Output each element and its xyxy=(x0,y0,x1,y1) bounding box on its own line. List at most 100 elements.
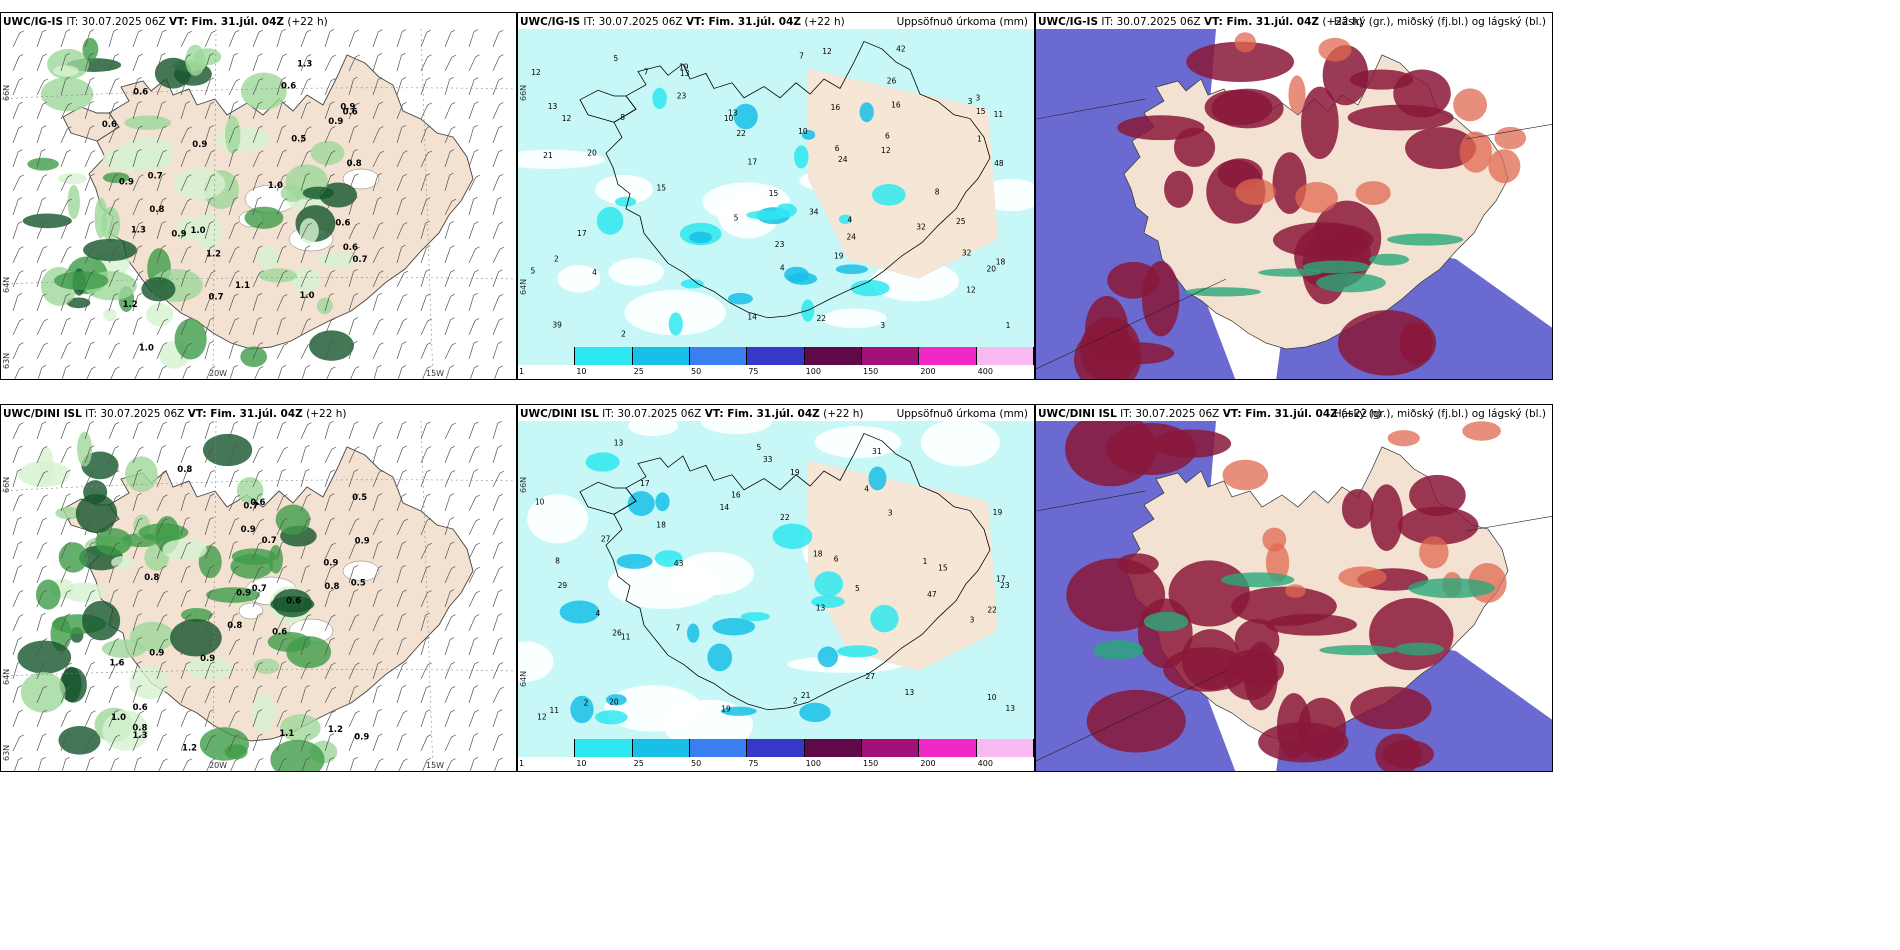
colorbar-swatch xyxy=(632,739,690,757)
precip-total-label: 13 xyxy=(1005,704,1015,713)
precip-value-label: 0.8 xyxy=(144,573,159,583)
precip-total-label: 10 xyxy=(724,114,734,123)
precip-value-label: 0.9 xyxy=(355,536,370,546)
panel-title: UWC/DINI ISL IT: 30.07.2025 06Z VT: Fim.… xyxy=(3,408,347,420)
precip-total-label: 10 xyxy=(987,693,997,702)
panel-dini-wind: UWC/DINI ISL IT: 30.07.2025 06Z VT: Fim.… xyxy=(0,404,517,772)
precip-total-label: 47 xyxy=(927,590,937,599)
colorbar-swatch xyxy=(632,347,690,365)
precip-total-label: 10 xyxy=(535,498,545,507)
lat-label-63: 63N xyxy=(2,744,11,761)
precip-total-label: 2 xyxy=(793,697,798,706)
precip-value-label: 0.8 xyxy=(347,159,362,169)
panel-dini-cloud: UWC/DINI ISL IT: 30.07.2025 06Z VT: Fim.… xyxy=(1035,404,1553,772)
precip-value-label: 1.0 xyxy=(111,713,126,723)
precip-total-label: 20 xyxy=(587,148,597,157)
precip-value-label: 0.9 xyxy=(241,525,256,535)
colorbar-tick: 50 xyxy=(691,367,702,376)
colorbar-tick: 100 xyxy=(805,759,821,768)
precip-value-label: 1.0 xyxy=(299,291,314,301)
precip-value-label: 1.2 xyxy=(123,300,138,310)
precip-map: 7543132219151713181327191081161316171910… xyxy=(518,421,1034,741)
precip-total-label: 48 xyxy=(994,159,1004,168)
precip-value-label: 1.0 xyxy=(190,226,205,236)
cloud-map xyxy=(1036,421,1552,771)
precip-value-label: 1.3 xyxy=(132,731,147,741)
precip-total-label: 13 xyxy=(816,604,826,613)
precip-total-label: 7 xyxy=(675,623,680,632)
precip-value-label: 0.5 xyxy=(291,135,306,145)
precip-total-label: 27 xyxy=(865,672,875,681)
colorbar-swatch xyxy=(862,739,920,757)
precip-total-label: 29 xyxy=(558,581,568,590)
panel-title: UWC/DINI ISL IT: 30.07.2025 06Z VT: Fim.… xyxy=(1038,408,1382,420)
precip-total-label: 32 xyxy=(962,249,972,258)
precip-total-label: 11 xyxy=(550,706,560,715)
precip-value-label: 0.6 xyxy=(343,243,358,253)
precip-total-label: 18 xyxy=(996,257,1006,266)
colorbar-tick: 10 xyxy=(576,759,587,768)
precip-total-label: 4 xyxy=(596,609,601,618)
precip-total-label: 3 xyxy=(970,615,975,624)
precip-value-label: 0.7 xyxy=(262,536,277,546)
precip-value-label: 0.9 xyxy=(200,654,215,664)
precip-total-label: 12 xyxy=(537,713,547,722)
lon-label-20w: 20W xyxy=(209,369,228,378)
precip-total-label: 12 xyxy=(562,114,572,123)
precip-total-label: 6 xyxy=(834,555,839,564)
precip-value-label: 1.3 xyxy=(297,59,312,69)
precip-total-label: 19 xyxy=(834,251,844,260)
precip-total-label: 8 xyxy=(620,113,625,122)
precip-value-label: 0.9 xyxy=(192,140,207,150)
precip-total-label: 17 xyxy=(640,479,650,488)
precip-value-label: 0.6 xyxy=(250,498,265,508)
precip-total-label: 22 xyxy=(736,129,746,138)
colorbar-swatch xyxy=(919,739,977,757)
precip-value-label: 0.9 xyxy=(354,732,369,742)
precip-total-label: 20 xyxy=(986,264,996,273)
colorbar-tick: 10 xyxy=(576,367,587,376)
precip-value-label: 0.7 xyxy=(353,255,368,265)
precip-total-label: 18 xyxy=(656,521,666,530)
colorbar-tick: 75 xyxy=(748,367,759,376)
colorbar-tick: 400 xyxy=(977,759,993,768)
colorbar-tick: 50 xyxy=(691,759,702,768)
precip-total-label: 5 xyxy=(855,584,860,593)
lat-label-64: 64N xyxy=(2,276,11,293)
precip-total-label: 19 xyxy=(993,508,1003,517)
precip-total-label: 21 xyxy=(801,691,811,700)
colorbar-swatch xyxy=(919,347,977,365)
colorbar-swatch xyxy=(976,347,1034,365)
precip-value-label: 0.9 xyxy=(119,178,134,188)
precip-value-label: 1.2 xyxy=(328,725,343,735)
lat-label-66: 66N xyxy=(519,476,528,493)
precip-total-label: 16 xyxy=(731,490,741,499)
colorbar-swatch xyxy=(690,347,748,365)
precip-total-label: 21 xyxy=(543,151,553,160)
colorbar-swatch xyxy=(575,347,633,365)
precip-total-label: 10 xyxy=(798,127,808,136)
precip-total-label: 20 xyxy=(609,697,619,706)
precip-total-label: 19 xyxy=(721,704,731,713)
lon-label-15w: 15W xyxy=(426,761,445,770)
precip-total-label: 26 xyxy=(612,629,622,638)
colorbar-swatch xyxy=(862,347,920,365)
precip-total-label: 3 xyxy=(888,508,893,517)
precip-value-label: 0.5 xyxy=(352,493,367,503)
precip-total-label: 8 xyxy=(935,187,940,196)
precip-total-label: 3 xyxy=(968,97,973,106)
precip-total-label: 22 xyxy=(817,314,827,323)
wind-map: 0.60.80.81.21.10.90.70.60.90.81.30.70.50… xyxy=(1,421,516,771)
precip-total-label: 24 xyxy=(846,232,856,241)
precip-total-label: 15 xyxy=(656,184,666,193)
precip-value-label: 0.6 xyxy=(286,597,301,607)
precip-total-label: 7 xyxy=(799,51,804,60)
precip-value-label: 0.6 xyxy=(133,703,148,713)
precip-total-label: 12 xyxy=(822,47,832,56)
precip-total-label: 19 xyxy=(679,63,689,72)
precip-value-label: 0.6 xyxy=(272,628,287,638)
colorbar-tick: 75 xyxy=(748,759,759,768)
precip-total-label: 12 xyxy=(531,68,541,77)
precip-total-label: 2 xyxy=(621,329,626,338)
precip-total-label: 26 xyxy=(887,76,897,85)
